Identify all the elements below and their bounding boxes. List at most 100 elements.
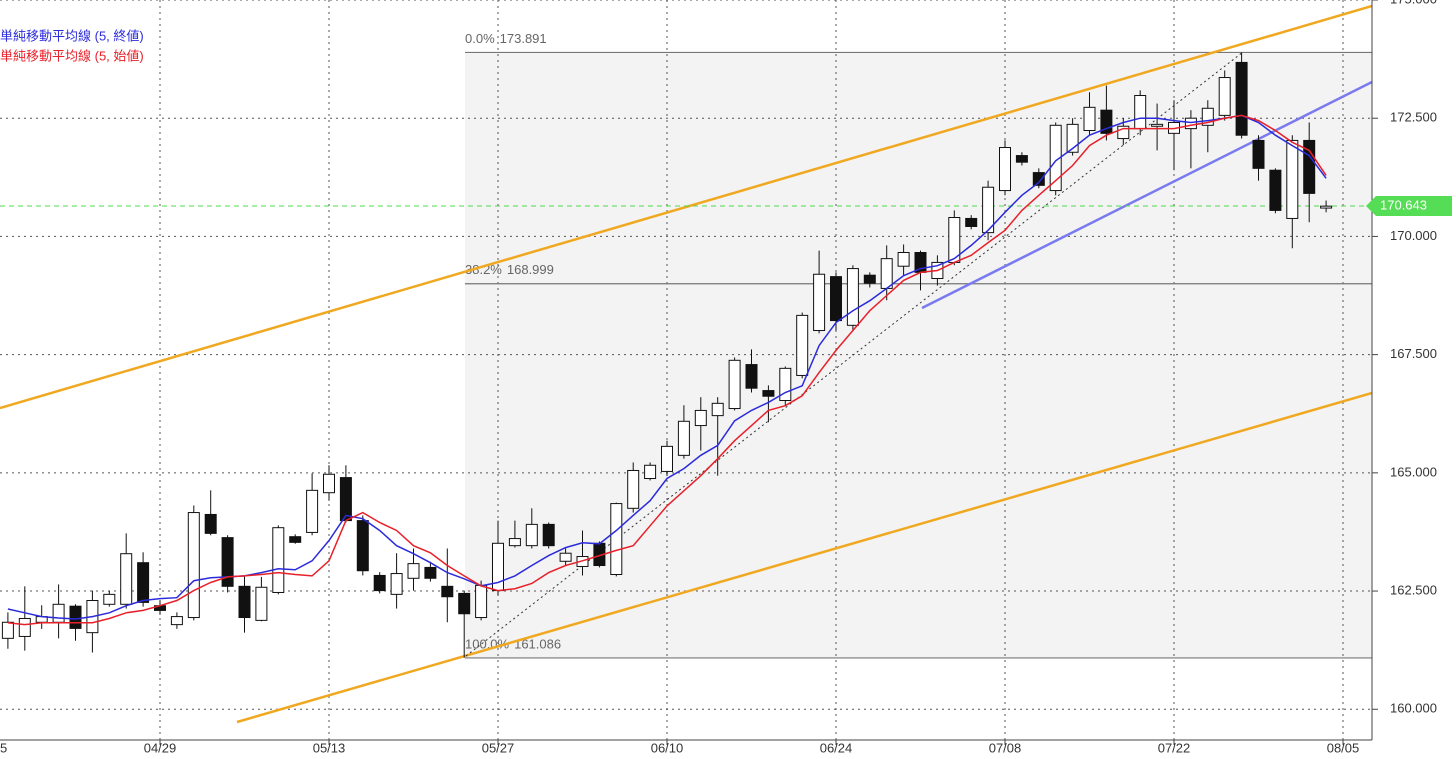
trend-line bbox=[921, 80, 1372, 310]
y-tick-label: 167.500 bbox=[1390, 346, 1437, 361]
candle-body bbox=[204, 513, 217, 534]
channel-upper bbox=[0, 4, 1372, 410]
candle-body bbox=[661, 445, 673, 472]
candle-body bbox=[677, 420, 690, 456]
candle-body bbox=[441, 585, 454, 598]
candle-body bbox=[407, 563, 420, 579]
y-tick-label: 165.000 bbox=[1390, 464, 1437, 479]
x-tick-label: 05/27 bbox=[482, 740, 515, 755]
candle-body bbox=[289, 536, 302, 543]
candle-body bbox=[745, 364, 758, 389]
candle-body bbox=[508, 538, 521, 547]
candle-body bbox=[846, 268, 859, 326]
candle-body bbox=[542, 523, 555, 547]
candle-body bbox=[1100, 109, 1113, 134]
candle-body bbox=[999, 147, 1011, 192]
candle-body bbox=[796, 314, 809, 376]
candle-body bbox=[1032, 172, 1045, 186]
candle-body bbox=[525, 523, 538, 547]
candle-body bbox=[221, 537, 234, 587]
candle-body bbox=[1320, 205, 1333, 209]
candle-body bbox=[1252, 139, 1265, 169]
candle-body bbox=[880, 258, 893, 289]
candle-body bbox=[965, 217, 978, 227]
x-tick-label: 07/08 bbox=[989, 740, 1022, 755]
candle-body bbox=[813, 273, 826, 332]
candle-body bbox=[1235, 61, 1248, 136]
candle-body bbox=[339, 477, 352, 522]
x-tick-label: 06/10 bbox=[651, 740, 684, 755]
candle-body bbox=[69, 605, 82, 629]
candle-body bbox=[458, 592, 471, 615]
fib-value: 168.999 bbox=[507, 262, 554, 277]
legend-entry: 単純移動平均線 (5, 終値) bbox=[0, 28, 144, 43]
y-tick-label: 160.000 bbox=[1390, 701, 1437, 716]
fib-label: 38.2% bbox=[465, 262, 502, 277]
fib-label: 0.0% bbox=[465, 31, 495, 46]
plot-background: 0.0% 173.891 38.2% 168.999 100.0% 161.086 bbox=[0, 0, 1372, 740]
drawings bbox=[0, 4, 1372, 724]
x-tick-label: 07/22 bbox=[1158, 740, 1191, 755]
current-price-label: 170.643 bbox=[1380, 197, 1427, 212]
candle-body bbox=[120, 553, 133, 605]
candle-body bbox=[1083, 106, 1096, 132]
candle-body bbox=[779, 367, 792, 401]
y-tick-label: 175.000 bbox=[1390, 0, 1437, 6]
fib-zone bbox=[465, 52, 1372, 658]
fib-trend bbox=[465, 51, 1244, 657]
candle-body bbox=[187, 512, 200, 619]
current-price-badge bbox=[1366, 196, 1452, 217]
candle-body bbox=[1, 621, 14, 639]
fib-value: 161.086 bbox=[514, 636, 561, 651]
candle-body bbox=[1134, 95, 1147, 130]
y-tick-label: 172.500 bbox=[1390, 110, 1437, 125]
candle-body bbox=[1184, 117, 1197, 130]
candle-body bbox=[1218, 77, 1231, 116]
candle-body bbox=[1117, 125, 1130, 140]
fib-label: 100.0% bbox=[465, 636, 510, 651]
candle-body bbox=[711, 402, 724, 417]
candle-body bbox=[830, 276, 842, 322]
candle-body bbox=[323, 473, 335, 494]
candle-body bbox=[137, 562, 150, 603]
candle-body bbox=[390, 573, 403, 595]
candle-body bbox=[18, 617, 31, 637]
channel-lower bbox=[236, 391, 1372, 724]
candle-body bbox=[627, 469, 640, 509]
candle-body bbox=[610, 503, 623, 576]
candle-body bbox=[1303, 139, 1316, 194]
candle-body bbox=[694, 409, 707, 427]
candle-body bbox=[103, 593, 116, 605]
x-tick-label: 08/05 bbox=[1327, 740, 1360, 755]
candle-body bbox=[1151, 123, 1164, 127]
candle-body bbox=[897, 251, 910, 267]
candle-body bbox=[1286, 139, 1299, 219]
candle-body bbox=[1269, 169, 1282, 211]
candle-body bbox=[1201, 107, 1214, 126]
plot-marks bbox=[0, 52, 1372, 658]
candle-body bbox=[356, 520, 369, 572]
candle-body bbox=[1015, 155, 1028, 163]
candle-body bbox=[644, 464, 657, 480]
candle-body bbox=[306, 489, 319, 533]
candle-body bbox=[559, 552, 572, 562]
x-tick-label: 06/24 bbox=[820, 740, 853, 755]
candle-body bbox=[238, 585, 251, 619]
candle-body bbox=[1049, 124, 1062, 192]
moving-average bbox=[7, 114, 1327, 626]
candle-body bbox=[170, 616, 183, 626]
x-tick-label: 05/13 bbox=[313, 740, 346, 755]
y-tick-label: 162.500 bbox=[1390, 582, 1437, 597]
candle-body bbox=[272, 527, 285, 593]
candle-body bbox=[863, 274, 876, 284]
y-tick-label: 170.000 bbox=[1390, 228, 1437, 243]
legend-entry: 単純移動平均線 (5, 始値) bbox=[0, 48, 144, 63]
x-tick-label: 04/29 bbox=[144, 740, 177, 755]
candle-body bbox=[373, 574, 386, 592]
candle-body bbox=[424, 566, 437, 579]
candle-body bbox=[475, 584, 488, 619]
candle-body bbox=[1066, 123, 1079, 153]
candle-body bbox=[982, 186, 995, 234]
